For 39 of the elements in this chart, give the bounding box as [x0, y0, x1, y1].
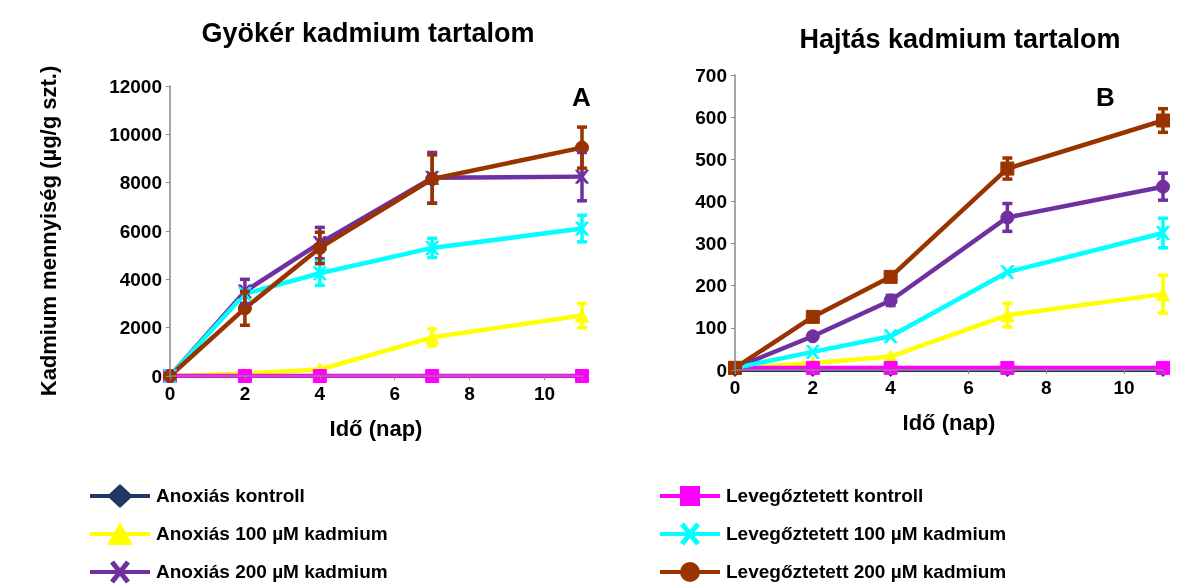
annotation: B — [1096, 82, 1115, 112]
x-tick-label: 0 — [729, 377, 741, 398]
chart-title: Gyökér kadmium tartalom — [201, 17, 535, 48]
legend-label: Levegőztetett 200 µM kadmium — [726, 561, 1007, 583]
legend-label: Anoxiás 200 µM kadmium — [156, 561, 388, 583]
y-tick-label: 100 — [695, 317, 727, 339]
x-tick-label: 8 — [464, 383, 475, 404]
y-tick-label: 4000 — [119, 268, 162, 290]
y-tick-label: 6000 — [119, 220, 162, 242]
y-tick-label: 10000 — [109, 123, 162, 145]
x-tick-label: 6 — [963, 377, 974, 398]
x-tick-label: 2 — [807, 377, 819, 398]
y-tick-label: 600 — [695, 106, 727, 128]
y-tick-label: 400 — [695, 190, 727, 212]
x-tick-label: 10 — [1113, 377, 1135, 398]
legend-label: Anoxiás kontroll — [156, 485, 305, 507]
annotation: A — [572, 82, 591, 112]
y-tick-label: 8000 — [119, 172, 162, 194]
y-tick-label: 200 — [695, 275, 727, 297]
x-tick-label: 6 — [389, 383, 401, 404]
x-axis-title: Idő (nap) — [902, 409, 996, 435]
x-tick-label: 2 — [239, 383, 251, 404]
y-tick-label: 500 — [695, 148, 727, 170]
y-axis-title: Kadmium mennyiség (µg/g szt.) — [35, 65, 61, 397]
chart-title: Hajtás kadmium tartalom — [799, 23, 1121, 54]
y-tick-label: 0 — [716, 359, 727, 381]
x-tick-label: 10 — [533, 383, 556, 404]
y-tick-label: 300 — [695, 233, 727, 255]
x-axis-title: Idő (nap) — [329, 415, 423, 441]
legend-label: Anoxiás 100 µM kadmium — [156, 523, 388, 545]
x-tick-label: 8 — [1040, 377, 1052, 398]
legend-label: Levegőztetett kontroll — [726, 485, 924, 507]
y-tick-label: 700 — [695, 64, 727, 86]
legend-label: Levegőztetett 100 µM kadmium — [726, 523, 1007, 545]
y-tick-label: 12000 — [109, 75, 162, 97]
x-tick-label: 0 — [164, 383, 176, 404]
x-tick-label: 4 — [885, 377, 897, 398]
x-tick-label: 4 — [314, 383, 326, 404]
y-tick-label: 2000 — [119, 317, 162, 339]
